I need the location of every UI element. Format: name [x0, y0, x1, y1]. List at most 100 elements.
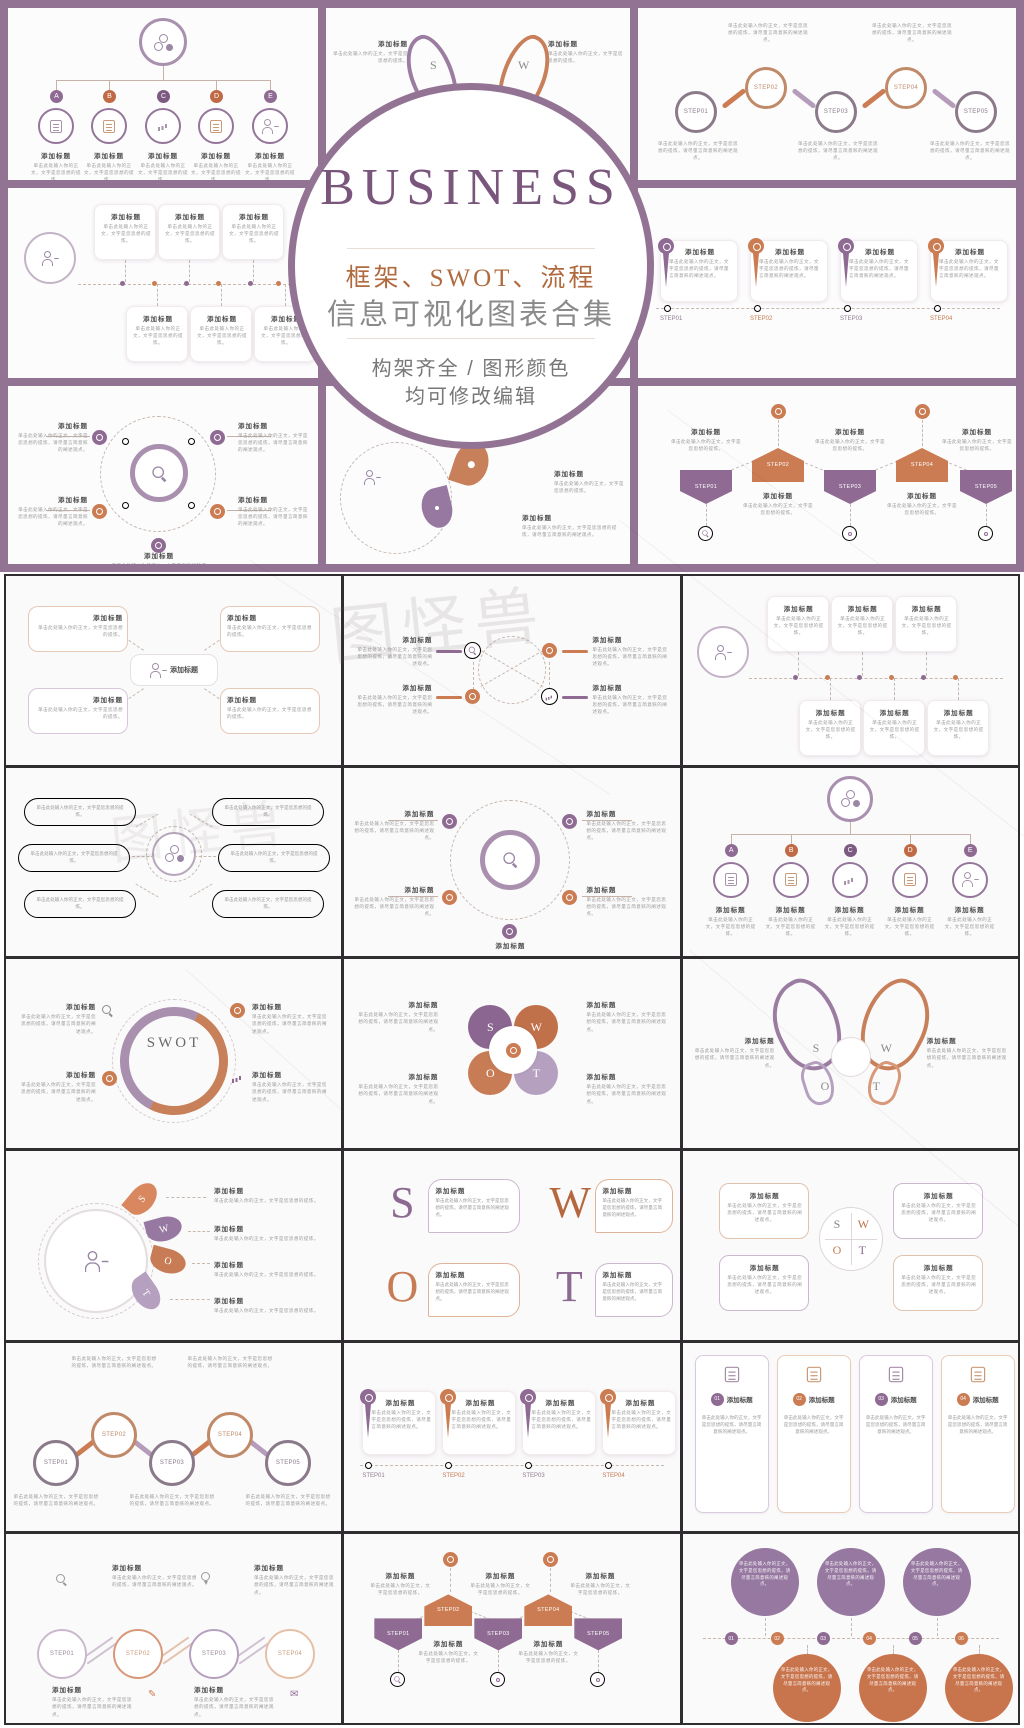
- item: 添加标题 单击此处输入你的正文，文字是您思想的提炼，请尽量言简意赅的阐述观点。: [586, 1071, 666, 1104]
- badge-row: 02 添加标题: [792, 1392, 835, 1406]
- item-body: 单击此处输入你的正文，文字是您思想的提炼，请尽量言简意赅的阐述观点。: [939, 259, 999, 279]
- item-title: 添加标题: [775, 249, 805, 256]
- swot-letter: W: [880, 1041, 892, 1056]
- item-body: 单击此处输入你的正文，文字是您思想的提炼。: [370, 1583, 431, 1596]
- item: 添加标题 单击此处输入你的正文，文字是您思想的提炼，请尽量言简意赅的阐述观点。: [354, 634, 432, 667]
- item: 添加标题单击此处输入你的正文，文字是您思想的提炼。: [764, 904, 818, 937]
- item: 添加标题 单击此处输入你的正文，文字是您思想的提炼，请尽量言简意赅的阐述观点。: [352, 808, 434, 841]
- slide-preview-orbit[interactable]: 添加标题 单击此处输入你的正文，文字是您思想的提炼，请尽量言简意赅的阐述观点。 添…: [8, 386, 318, 564]
- search-icon: [468, 646, 477, 655]
- connector: [46, 436, 90, 437]
- slide-thumb-pentagon-steps[interactable]: 添加标题 单击此处输入你的正文，文字是您思想的提炼。 添加标题 单击此处输入你的正文…: [344, 1534, 680, 1723]
- slide-thumb-road-steps[interactable]: 添加标题 单击此处输入你的正文，文字是您思想的提炼，请尽量言简意赅的阐述观点。 添…: [6, 1534, 342, 1723]
- item-body: 单击此处输入你的正文，文字是您思想的提炼，请尽量言简意赅的阐述观点。: [930, 141, 1010, 161]
- swot-letter: O: [820, 1079, 830, 1094]
- baseline-dot: [844, 305, 851, 312]
- slide-thumb-swot-quadrant[interactable]: S W O T 添加标题 单击此处输入你的正文，文字是您思想的提炼，请尽量言简意赅…: [682, 1151, 1018, 1340]
- item-body: 单击此处输入你的正文，文字是您思想的提炼。: [214, 1308, 319, 1313]
- letter-badge: A: [724, 843, 738, 857]
- connector: [227, 510, 271, 511]
- slide-thumb-swot-flower[interactable]: S W O T 添加标题 单击此处输入你的正文，文字是您思想的提炼，请尽量言简意赅…: [344, 959, 680, 1148]
- slide-thumb-pill-hub[interactable]: 单击此处输入你的正文，文字是您思想的提炼。 单击此处输入你的正文，文字是您思想的…: [6, 767, 342, 957]
- cover-circle: BUSINESS 框架、SWOT、流程 信息可视化图表合集 构架齐全 / 图形颜…: [288, 83, 654, 449]
- slide-thumb-number-cards[interactable]: 01 添加标题 单击此处输入你的正文，文字是您思想的提炼，请尽量言简意赅的阐述观点…: [682, 1342, 1018, 1532]
- item-title: 添加标题: [214, 1298, 244, 1305]
- content-circle: 单击此处输入你的正文，文字是您思想的提炼，请尽量言简意赅的阐述观点。: [772, 1654, 841, 1723]
- step-circle: STEP05: [265, 1439, 311, 1486]
- chart-icon: [157, 121, 169, 131]
- slide-thumb-cross-satellites[interactable]: 添加标题 单击此处输入你的正文，文字是您思想的提炼，请尽量言简意赅的阐述观点。 添…: [344, 576, 680, 765]
- swot-letter: S: [812, 1041, 820, 1056]
- item: 添加标题 单击此处输入你的正文，文字是您思想的提炼，请尽量言简意赅的阐述观点。: [238, 420, 312, 453]
- slide-thumb-swot-butterfly[interactable]: S W O T 添加标题 单击此处输入你的正文，文字是您思想的提炼，请尽量言简意赅…: [682, 959, 1018, 1148]
- document-icon: [903, 873, 916, 887]
- item-title: 添加标题: [239, 214, 269, 221]
- item-body: 单击此处输入你的正文，文字是您思想的提炼。: [869, 720, 920, 740]
- slide-thumb-frame-boxes[interactable]: 添加标题 添加标题 单击此处输入你的正文，文字是您思想的提炼。 添加标题 单击此处输…: [6, 576, 342, 765]
- item-body: 单击此处输入你的正文，文字是您思想的提炼，请尽量言简意赅的阐述观点。: [252, 1014, 327, 1034]
- slide-thumb-timeline[interactable]: 添加标题 单击此处输入你的正文，文字是您思想的提炼。 添加标题 单击此处输入你的正文…: [682, 576, 1018, 765]
- item: 单击此处输入你的正文，文字是您思想的提炼，请尽量言简意赅的阐述观点。: [870, 22, 954, 43]
- item: 添加标题 单击此处输入你的正文，文字是您思想的提炼，请尽量言简意赅的阐述观点。: [238, 494, 312, 527]
- slide-thumb-swot-letters[interactable]: S 添加标题 单击此处输入你的正文，文字是您思想的提炼，请尽量言简意赅的阐述观点。…: [344, 1151, 680, 1340]
- item-title: 添加标题: [744, 1038, 775, 1046]
- presenter-icon: [84, 1250, 107, 1272]
- number-badge: 02: [792, 1392, 806, 1406]
- corner-card: 添加标题 单击此处输入你的正文，文字是您思想的提炼。: [28, 606, 128, 652]
- chart-icon-dot: [915, 404, 930, 419]
- envelope-icon: ✉: [290, 1689, 299, 1701]
- slide-thumb-swot-fan[interactable]: S W O T 添加标题 单击此处输入你的正文，文字是您思想的提炼。 添加标题 单击…: [6, 1151, 342, 1340]
- slide-thumb-circle-timeline[interactable]: 单击此处输入你的正文，文字是您思想的提炼，请尽量言简意赅的阐述观点。 单击此处输…: [682, 1534, 1018, 1723]
- slide-preview-timeline[interactable]: 添加标题 单击此处输入你的正文，文字是您思想的提炼。 添加标题 单击此处输入你的正文…: [8, 188, 318, 378]
- item: 添加标题单击此处输入你的正文，文字是您思想的提炼。: [516, 1638, 580, 1664]
- step-label: STEP03: [840, 316, 863, 322]
- slide-thumb-swot-ring[interactable]: SWOT 添加标题 单击此处输入你的正文，文字是您思想的提炼，请尽量言简意赅的阐述…: [6, 959, 342, 1148]
- item-title: 添加标题: [602, 1188, 633, 1195]
- item: 添加标题 单击此处输入你的正文，文字是您思想的提炼，请尽量言简意赅的阐述观点。: [18, 1069, 96, 1102]
- slide-thumb-pin-steps[interactable]: 添加标题 单击此处输入你的正文，文字是您思想的提炼，请尽量言简意赅的阐述观点。 S…: [344, 1342, 680, 1532]
- slide-preview-pin-steps[interactable]: 添加标题单击此处输入你的正文，文字是您思想的提炼，请尽量言简意赅的阐述观点。 S…: [638, 188, 1016, 378]
- slide-preview-pentagon-steps[interactable]: 添加标题 单击此处输入你的正文，文字是您思想的提炼。 添加标题 单击此处输入你的正文…: [638, 386, 1016, 564]
- swot-word: SWOT: [146, 1035, 202, 1052]
- step-circle: STEP02: [91, 1411, 137, 1458]
- item-body: 单击此处输入你的正文，文字是您思想的提炼。: [108, 562, 210, 564]
- item: 添加标题单击此处输入你的正文，文字是您思想的提炼。: [883, 904, 937, 937]
- item: 单击此处输入你的正文，文字是您思想的提炼，请尽量言简意赅的阐述观点。: [656, 140, 740, 161]
- phone-icon-dot: [490, 1672, 506, 1688]
- tablet-icon: [562, 813, 578, 829]
- item-title: 添加标题: [94, 153, 124, 160]
- gears-icon: [154, 33, 172, 51]
- slide-preview-org-chart[interactable]: A B C D E 添加标题 单击此处输入你的正文，文字是您思想的提炼。 添加标题…: [8, 8, 318, 180]
- connector: [931, 87, 957, 110]
- item-body: 单击此处输入你的正文，文字是您思想的提炼，请尽量言简意赅的阐述观点。: [926, 1048, 1007, 1068]
- slide-thumb-org-chart[interactable]: A B C D E 添加标题 单击此处输入你的正文，文字是您思想的提炼。 添加标题…: [682, 767, 1018, 957]
- item-body: 单击此处输入你的正文，文字是您思想的提炼。: [824, 916, 875, 936]
- orbit-ring: [100, 416, 216, 532]
- item-title: 添加标题: [749, 1193, 780, 1200]
- badge-row: 01 添加标题: [710, 1392, 753, 1406]
- slide-preview-step-zigzag[interactable]: 单击此处输入你的正文，文字是您思想的提炼，请尽量言简意赅的阐述观点。 单击此处输…: [638, 8, 1016, 180]
- item: 添加标题单击此处输入你的正文，文字是您思想的提炼。: [190, 150, 242, 180]
- step-pentagon: STEP05: [960, 470, 1012, 504]
- item-body: 单击此处输入你的正文，文字是您思想的提炼，请尽量言简意赅的阐述观点。: [602, 1282, 663, 1302]
- connector: [450, 1568, 452, 1593]
- item-title: 添加标题: [955, 249, 985, 256]
- connector: [706, 504, 707, 526]
- chat-bubble-icon: [771, 404, 786, 419]
- item: 添加标题 单击此处输入你的正文，文字是您思想的提炼，请尽量言简意赅的阐述观点。: [586, 808, 668, 841]
- item-title: 添加标题: [402, 685, 433, 692]
- droplet-icon: [102, 1071, 117, 1087]
- timeline-head-circle: [696, 626, 749, 678]
- connector: [135, 883, 159, 898]
- item-body: 单击此处输入你的正文，文字是您思想的提炼。: [224, 896, 312, 909]
- swot-letter: O: [386, 1262, 419, 1311]
- phone-icon: [92, 504, 107, 519]
- slide-thumb-step-zigzag[interactable]: 单击此处输入你的正文，文字是您思想的提炼，请尽量言简意赅的阐述观点。 单击此处输…: [6, 1342, 342, 1532]
- bubble-card: 添加标题 单击此处输入你的正文，文字是您思想的提炼，请尽量言简意赅的阐述观点。: [595, 1179, 674, 1233]
- item-title: 添加标题: [255, 153, 285, 160]
- swot-letter: W: [857, 1217, 869, 1231]
- item-body: 单击此处输入你的正文，文字是您思想的提炼，请尽量言简意赅的阐述观点。: [245, 1493, 331, 1506]
- pill-item: 单击此处输入你的正文，文字是您思想的提炼。: [18, 843, 130, 872]
- item-body: 单击此处输入你的正文，文字是您思想的提炼，请尽量言简意赅的阐述观点。: [252, 1082, 327, 1102]
- slide-thumb-orbit[interactable]: 添加标题 单击此处输入你的正文，文字是您思想的提炼，请尽量言简意赅的阐述观点。 添…: [344, 767, 680, 957]
